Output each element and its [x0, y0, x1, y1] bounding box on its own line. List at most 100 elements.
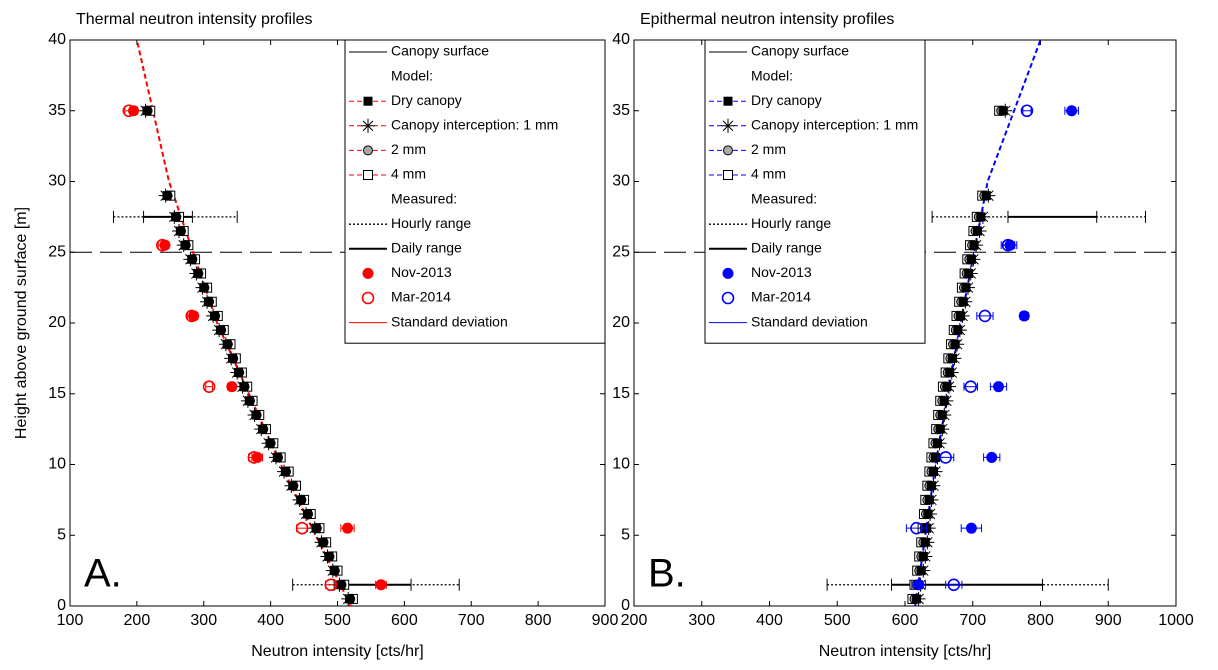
- y-tick-label: 10: [612, 456, 630, 473]
- y-axis-label: Height above ground surface [m]: [13, 207, 30, 439]
- legend-label: Mar-2014: [751, 289, 811, 305]
- measured-point: [913, 579, 925, 591]
- measured-point: [986, 451, 998, 463]
- marker-square-open: [363, 170, 373, 180]
- marker-square-filled: [311, 523, 321, 533]
- x-tick-label: 900: [1095, 612, 1122, 629]
- x-tick-label: 1000: [1158, 612, 1194, 629]
- legend-label: Model:: [751, 67, 793, 83]
- model-curve: [914, 39, 1042, 607]
- marker-square-filled: [723, 96, 733, 106]
- marker-asterisk: [721, 118, 735, 133]
- legend-label: 2 mm: [751, 141, 786, 157]
- legend-label: 2 mm: [391, 141, 426, 157]
- marker-asterisk: [361, 118, 375, 133]
- marker-square-filled: [912, 594, 922, 604]
- marker-square-filled: [162, 191, 172, 201]
- x-tick-label: 700: [458, 612, 485, 629]
- legend-symbol: [361, 291, 375, 305]
- measured-point: [939, 451, 952, 464]
- legend-label: Daily range: [751, 240, 822, 256]
- marker-square-filled: [193, 268, 203, 278]
- marker-square-filled: [947, 353, 957, 363]
- marker-square-filled: [942, 382, 952, 392]
- marker-square-filled: [142, 106, 152, 116]
- y-tick-label: 25: [612, 243, 630, 260]
- measured-point: [226, 381, 238, 393]
- marker-square-filled: [956, 311, 966, 321]
- marker-square-filled: [976, 212, 986, 222]
- marker-square-filled: [318, 537, 328, 547]
- marker-square-filled: [930, 452, 940, 462]
- marker-square-filled: [324, 551, 334, 561]
- chart-title: Epithermal neutron intensity profiles: [640, 11, 894, 28]
- marker-square-filled: [239, 382, 249, 392]
- x-tick-label: 100: [57, 612, 84, 629]
- measured-point: [185, 309, 199, 323]
- legend-label: Model:: [391, 67, 433, 83]
- marker-square-filled: [958, 297, 968, 307]
- legend-label: Dry canopy: [751, 92, 822, 108]
- x-tick-label: 200: [124, 612, 151, 629]
- marker-square-filled: [171, 212, 181, 222]
- marker-square-filled: [926, 481, 936, 491]
- y-tick-label: 25: [48, 243, 66, 260]
- marker-square-filled: [972, 226, 982, 236]
- legend-label: 4 mm: [391, 166, 426, 182]
- chart-title: Thermal neutron intensity profiles: [76, 11, 313, 28]
- x-tick-label: 500: [824, 612, 851, 629]
- marker-square-filled: [363, 96, 373, 106]
- y-tick-label: 30: [48, 173, 66, 190]
- x-tick-label: 200: [621, 612, 648, 629]
- legend-symbol: [362, 267, 374, 279]
- x-tick-label: 800: [525, 612, 552, 629]
- y-tick-label: 15: [612, 385, 630, 402]
- y-tick-label: 5: [621, 526, 630, 543]
- measured-point: [978, 309, 992, 323]
- marker-square-filled: [937, 410, 947, 420]
- measured-point: [155, 238, 169, 252]
- marker-square-filled: [251, 410, 261, 420]
- marker-square-filled: [199, 283, 209, 293]
- legend-label: Canopy surface: [751, 43, 849, 59]
- marker-square-filled: [964, 268, 974, 278]
- marker-square-filled: [916, 566, 926, 576]
- marker-square-filled: [966, 254, 976, 264]
- y-tick-label: 0: [621, 597, 630, 614]
- marker-square-filled: [209, 311, 219, 321]
- x-tick-label: 800: [1027, 612, 1054, 629]
- x-tick-label: 400: [756, 612, 783, 629]
- legend-label: Canopy interception: 1 mm: [391, 117, 558, 133]
- measured-point: [202, 380, 216, 393]
- y-tick-label: 15: [48, 385, 66, 402]
- marker-square-filled: [329, 566, 339, 576]
- x-tick-label: 300: [190, 612, 217, 629]
- marker-square-filled: [933, 438, 943, 448]
- marker-square-filled: [244, 396, 254, 406]
- measured-point: [992, 381, 1004, 393]
- legend-label: Hourly range: [751, 215, 831, 231]
- marker-square-filled: [302, 509, 312, 519]
- marker-square-filled: [923, 509, 933, 519]
- marker-square-filled: [288, 481, 298, 491]
- measured-point: [375, 579, 387, 591]
- y-tick-label: 40: [612, 31, 630, 48]
- measured-point: [247, 451, 261, 464]
- y-tick-label: 5: [57, 526, 66, 543]
- legend-label: Mar-2014: [391, 289, 451, 305]
- y-tick-label: 0: [57, 597, 66, 614]
- marker-square-filled: [280, 467, 290, 477]
- x-tick-label: 900: [592, 612, 619, 629]
- measured-point: [1001, 238, 1015, 252]
- marker-square-filled: [924, 495, 934, 505]
- marker-square-filled: [998, 106, 1008, 116]
- marker-square-filled: [222, 339, 232, 349]
- marker-square-filled: [203, 297, 213, 307]
- x-tick-label: 600: [391, 612, 418, 629]
- marker-square-filled: [215, 325, 225, 335]
- marker-square-filled: [265, 438, 275, 448]
- legend-box: [704, 39, 926, 344]
- x-tick-label: 500: [324, 612, 351, 629]
- measured-point: [964, 380, 978, 393]
